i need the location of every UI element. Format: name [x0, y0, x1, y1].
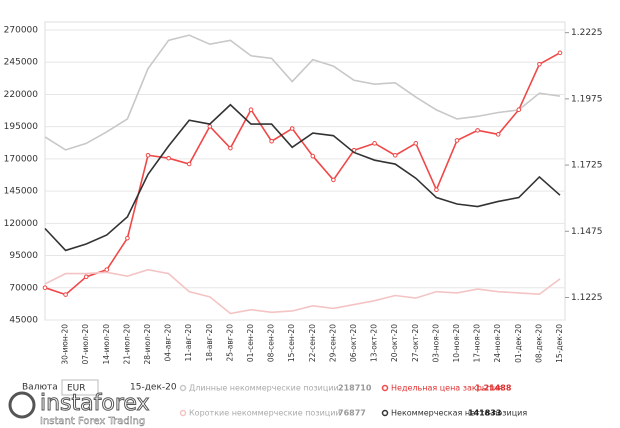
point: [42, 285, 48, 290]
point: [516, 107, 522, 113]
y-tick-label: 45000: [9, 316, 38, 326]
point: [434, 187, 439, 192]
x-tick-label: 01-сен-20: [246, 324, 255, 362]
y-tick-label: 195000: [4, 122, 39, 132]
logo-icon: [8, 391, 36, 419]
x-tick-label: 11-авг-20: [184, 324, 193, 362]
y2-tick-label: 1.1975: [571, 94, 603, 104]
x-tick-label: 03-ноя-20: [431, 324, 440, 363]
legend-marker: [179, 409, 187, 417]
y-tick-label: 145000: [4, 187, 39, 197]
y-tick-label: 170000: [4, 154, 39, 164]
x-tick-label: 27-окт-20: [411, 324, 420, 362]
x-tick-label: 17-ноя-20: [473, 324, 482, 363]
date: 15-дек-20: [130, 383, 177, 393]
point: [475, 128, 480, 133]
point: [166, 155, 171, 161]
y2-tick-label: 1.1725: [571, 161, 603, 171]
legend-label: Некоммерческая нетто-позиция: [391, 409, 527, 418]
point: [83, 274, 89, 280]
point: [145, 152, 151, 158]
y2-tick-label: 1.1475: [571, 227, 603, 237]
y2-tick-label: 1.1225: [571, 293, 603, 303]
x-tick-label: 30-июн-20: [61, 324, 70, 365]
y-tick-label: 245000: [4, 58, 39, 68]
series-line: [44, 103, 561, 252]
x-tick-label: 14-июл-20: [102, 324, 111, 365]
point: [310, 153, 316, 159]
point: [331, 177, 336, 183]
y2-tick-label: 1.2225: [571, 28, 603, 38]
x-tick-label: 08-дек-20: [534, 324, 543, 363]
legend-marker: [179, 384, 187, 392]
x-tick-label: 22-сен-20: [308, 324, 317, 362]
point: [186, 161, 192, 167]
brand-name: instaforex: [40, 391, 150, 416]
legend-value: 218710: [338, 384, 372, 393]
point: [104, 267, 110, 272]
currency-select[interactable]: [61, 379, 99, 396]
y-tick-label: 270000: [4, 26, 39, 36]
point: [495, 132, 501, 137]
point: [392, 152, 398, 158]
point: [557, 50, 563, 56]
x-tick-label: 06-окт-20: [349, 324, 358, 362]
point: [125, 235, 130, 241]
y-tick-label: 120000: [4, 219, 39, 229]
x-tick-label: 28-июл-20: [143, 324, 152, 365]
currency-label: Валюта: [22, 383, 58, 393]
legend-label: Недельная цена закрытия: [391, 384, 503, 393]
legend-label: Длинные некоммерческие позиции: [189, 384, 339, 393]
point: [207, 124, 213, 129]
legend-marker: [381, 409, 389, 417]
series-line: [44, 34, 561, 151]
y-tick-label: 95000: [9, 251, 38, 261]
y-tick-label: 220000: [4, 90, 39, 100]
x-tick-label: 15-дек-20: [555, 324, 564, 363]
x-tick-label: 29-сен-20: [328, 324, 337, 362]
legend-value: 141833: [468, 409, 501, 418]
x-tick-label: 24-ноя-20: [493, 324, 502, 363]
x-tick-label: 15-сен-20: [287, 324, 296, 362]
series-line: [44, 268, 561, 315]
point: [454, 138, 460, 143]
legend-value: 76877: [338, 409, 366, 418]
x-tick-label: 01-дек-20: [514, 324, 523, 363]
point: [413, 141, 419, 146]
x-tick-label: 07-июл-20: [81, 324, 90, 365]
x-tick-label: 13-окт-20: [370, 324, 379, 362]
x-tick-label: 08-сен-20: [267, 324, 276, 362]
x-tick-label: 20-окт-20: [390, 324, 399, 362]
legend-label: Короткие некоммерческие позиции: [189, 409, 341, 418]
logo: instaforex Instant Forex Trading: [8, 391, 150, 427]
x-tick-label: 25-авг-20: [225, 324, 234, 362]
legend-value: 1.21488: [475, 384, 512, 393]
x-tick-label: 18-авг-20: [205, 324, 214, 362]
series-line: [44, 52, 561, 296]
plot-area: [44, 21, 566, 321]
x-tick-label: 21-июл-20: [122, 324, 131, 365]
brand-tagline: Instant Forex Trading: [40, 416, 145, 427]
point: [228, 145, 233, 151]
currency[interactable]: EUR: [67, 384, 86, 394]
x-tick-label: 04-авг-20: [164, 324, 173, 362]
point: [289, 126, 295, 131]
y-tick-label: 70000: [9, 283, 38, 293]
point: [63, 292, 68, 297]
point: [248, 107, 254, 113]
x-tick-label: 10-ноя-20: [452, 324, 461, 363]
point: [372, 141, 377, 146]
point: [269, 138, 274, 144]
point: [537, 61, 542, 67]
legend-marker: [381, 384, 389, 392]
